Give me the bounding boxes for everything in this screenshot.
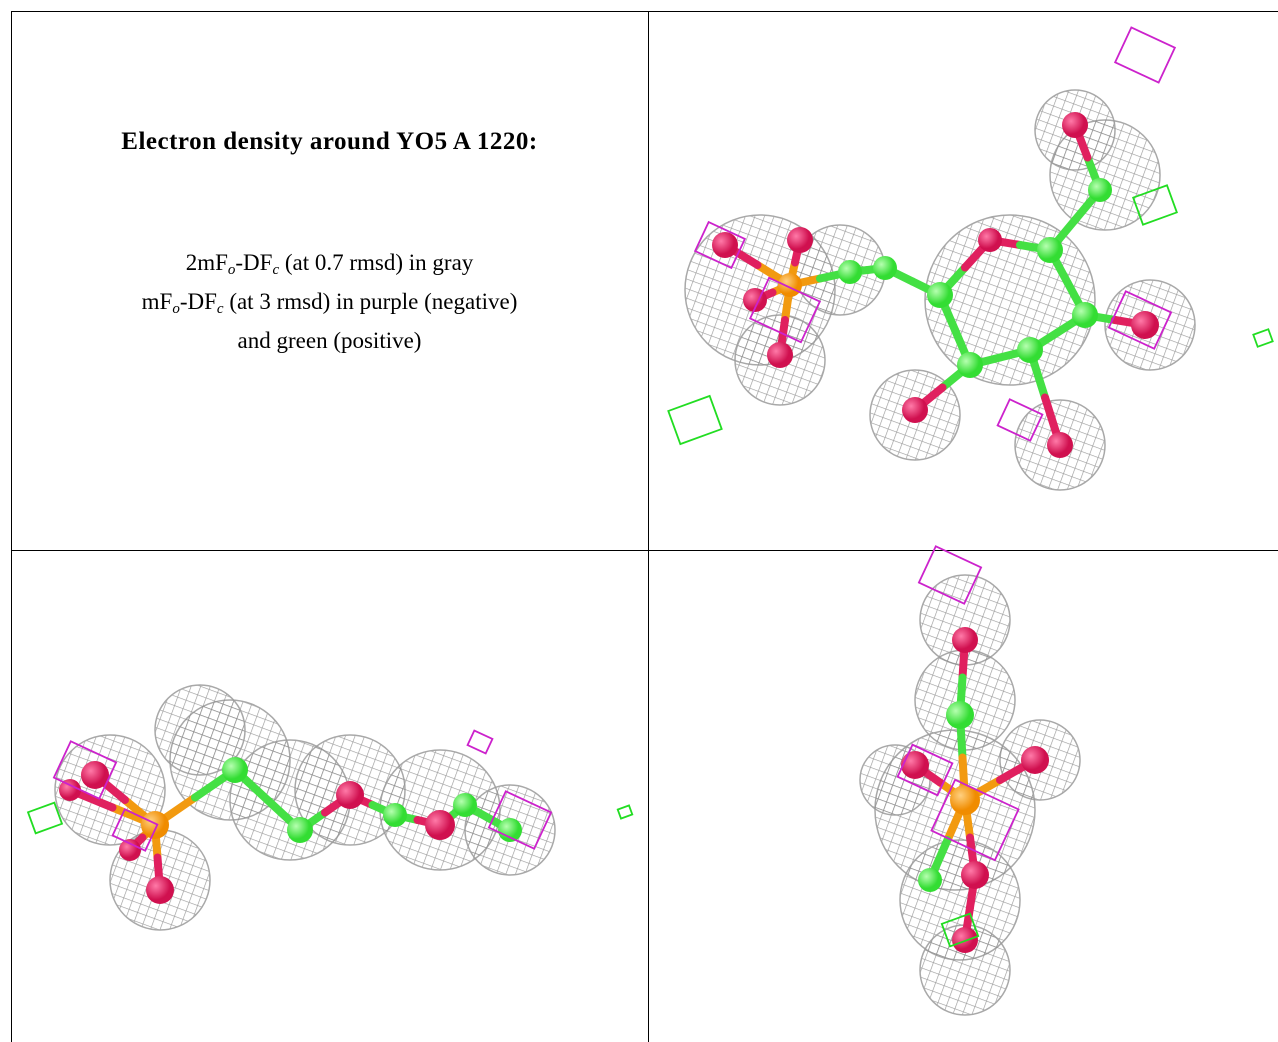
atom bbox=[1017, 337, 1043, 363]
negative-density bbox=[896, 743, 954, 797]
text-run: -DF bbox=[235, 250, 273, 275]
negative-density bbox=[487, 790, 553, 850]
positive-density bbox=[667, 394, 723, 446]
negative-density bbox=[930, 778, 1020, 862]
atom bbox=[498, 818, 522, 842]
atom bbox=[1037, 237, 1063, 263]
positive-density bbox=[1132, 184, 1178, 226]
subscript: o bbox=[227, 262, 236, 278]
table-lines bbox=[11, 11, 1278, 1042]
atom bbox=[141, 811, 169, 839]
legend-line: mFo-DFc (at 3 rmsd) in purple (negative) bbox=[11, 282, 648, 321]
atom bbox=[978, 228, 1002, 252]
atom bbox=[146, 876, 174, 904]
atom bbox=[952, 627, 978, 653]
legend: 2mFo-DFc (at 0.7 rmsd) in gray mFo-DFc (a… bbox=[11, 243, 648, 360]
positive-density bbox=[940, 912, 980, 948]
negative-density bbox=[111, 808, 159, 852]
text-run: mF bbox=[141, 289, 173, 314]
negative-density bbox=[748, 276, 822, 344]
text-run: -DF bbox=[179, 289, 217, 314]
atom bbox=[961, 861, 989, 889]
text-run: and green (positive) bbox=[237, 328, 422, 353]
density-images bbox=[26, 26, 1274, 1016]
atom bbox=[59, 779, 81, 801]
atom bbox=[902, 397, 928, 423]
atom bbox=[927, 282, 953, 308]
atom bbox=[957, 352, 983, 378]
negative-density bbox=[917, 545, 983, 605]
negative-density bbox=[1113, 26, 1177, 84]
legend-line: 2mFo-DFc (at 0.7 rmsd) in gray bbox=[11, 243, 648, 282]
title: Electron density around YO5 A 1220: bbox=[121, 128, 538, 155]
atom bbox=[712, 232, 738, 258]
atom bbox=[1131, 311, 1159, 339]
atom bbox=[453, 793, 477, 817]
atom bbox=[222, 757, 248, 783]
atom bbox=[901, 751, 929, 779]
density-mesh bbox=[154, 684, 246, 776]
atom bbox=[873, 256, 897, 280]
atom bbox=[81, 761, 109, 789]
positive-density bbox=[616, 804, 634, 820]
atom bbox=[1072, 302, 1098, 328]
atom bbox=[767, 342, 793, 368]
atom bbox=[1047, 432, 1073, 458]
atom bbox=[778, 273, 802, 297]
atom bbox=[787, 227, 813, 253]
positive-density bbox=[26, 801, 64, 835]
atom bbox=[918, 868, 942, 892]
negative-density bbox=[52, 740, 118, 800]
subscript: c bbox=[272, 262, 280, 278]
atom bbox=[1062, 112, 1088, 138]
subscript: o bbox=[172, 301, 180, 317]
text-run: 2mF bbox=[185, 250, 228, 275]
text-run: (at 0.7 rmsd) in gray bbox=[279, 250, 474, 275]
legend-line: and green (positive) bbox=[11, 321, 648, 360]
text-run: (at 3 rmsd) in purple (negative) bbox=[223, 289, 518, 314]
atom bbox=[1088, 178, 1112, 202]
atom bbox=[425, 810, 455, 840]
negative-density bbox=[996, 398, 1044, 442]
atom bbox=[383, 803, 407, 827]
positive-density bbox=[1252, 328, 1274, 348]
atom bbox=[336, 781, 364, 809]
negative-density bbox=[693, 220, 747, 270]
atom bbox=[119, 839, 141, 861]
subscript: c bbox=[216, 301, 224, 317]
atom bbox=[946, 701, 974, 729]
negative-density bbox=[466, 729, 494, 755]
atom bbox=[838, 260, 862, 284]
atom bbox=[287, 817, 313, 843]
atom bbox=[950, 785, 980, 815]
atom bbox=[1021, 746, 1049, 774]
negative-density bbox=[1107, 290, 1173, 350]
